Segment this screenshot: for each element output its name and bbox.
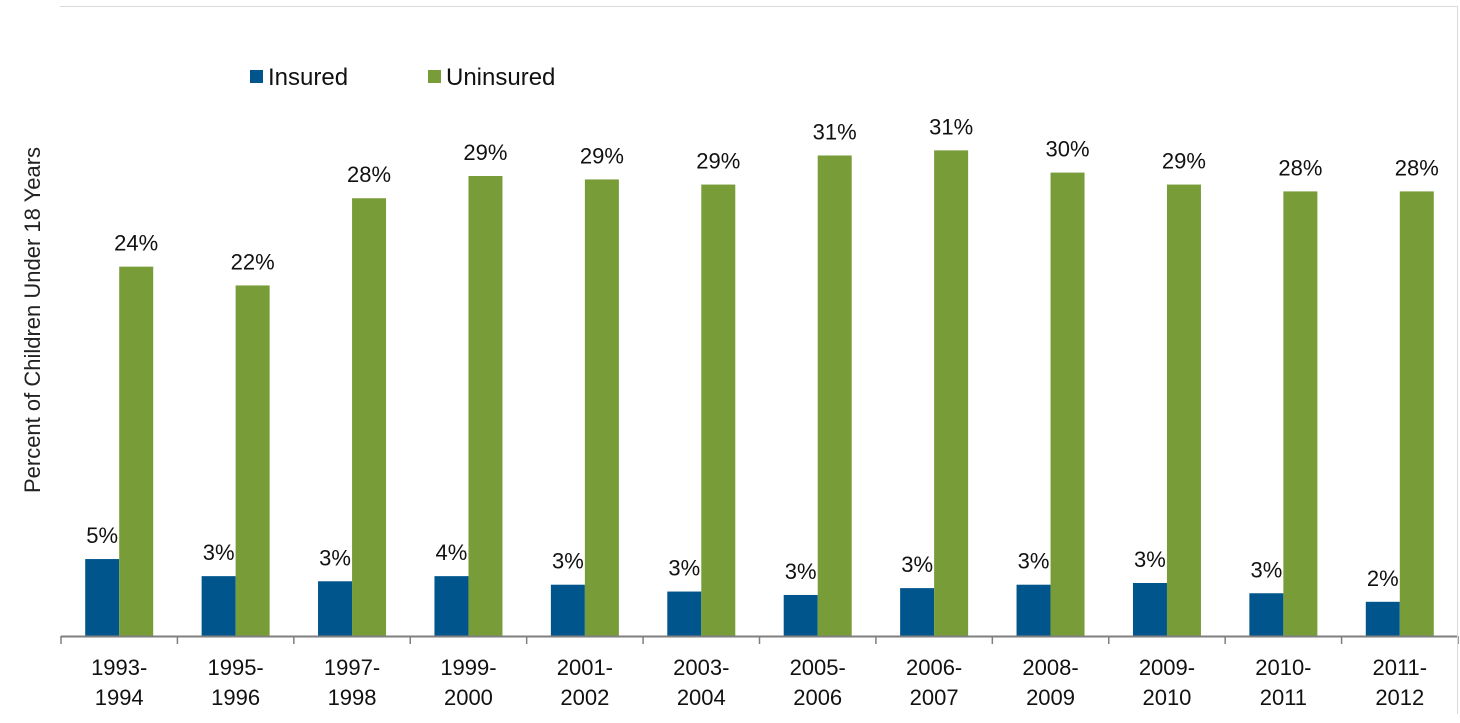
bar-insured bbox=[1249, 593, 1284, 636]
bar-insured bbox=[201, 576, 236, 636]
bar-insured bbox=[1132, 582, 1167, 636]
x-tick-label: 2011-2012 bbox=[1372, 655, 1427, 710]
x-tick-label: 2001-2002 bbox=[557, 655, 613, 710]
data-label-insured: 3% bbox=[552, 549, 584, 574]
data-label-insured: 3% bbox=[319, 545, 351, 570]
data-label-uninsured: 29% bbox=[463, 140, 507, 165]
data-label-insured: 3% bbox=[1250, 557, 1282, 582]
legend-swatch-uninsured bbox=[428, 70, 441, 83]
bar-uninsured bbox=[1050, 172, 1085, 636]
bar-uninsured bbox=[584, 179, 619, 636]
data-label-insured: 3% bbox=[203, 540, 235, 565]
data-label-uninsured: 31% bbox=[929, 114, 973, 139]
legend-swatch-insured bbox=[250, 70, 263, 83]
bar-insured bbox=[900, 588, 935, 636]
data-label-uninsured: 30% bbox=[1046, 137, 1090, 162]
data-label-insured: 3% bbox=[785, 559, 817, 584]
x-tick-label: 1993-1994 bbox=[91, 655, 147, 710]
x-tick-label: 2010-2011 bbox=[1255, 655, 1311, 710]
data-label-uninsured: 22% bbox=[231, 249, 275, 274]
data-label-insured: 3% bbox=[1134, 547, 1166, 572]
bar-insured bbox=[434, 576, 469, 636]
bar-insured bbox=[85, 559, 120, 636]
data-label-insured: 2% bbox=[1367, 566, 1399, 591]
bar-uninsured bbox=[235, 285, 270, 636]
x-axis: 1993-1994 1995-1996 1997-1998 1999-2000 2001… bbox=[60, 635, 1459, 710]
data-labels-group: 5% 24% 3% 22% 3% 28% 4% 29% 3% 29% 3% 29% 3% 31% 3% 31%… bbox=[86, 114, 1439, 590]
bar-uninsured bbox=[468, 176, 503, 636]
bar-uninsured bbox=[934, 150, 969, 637]
legend: Insured Uninsured bbox=[250, 64, 555, 91]
bars-group bbox=[85, 150, 1434, 637]
x-tick-label: 1999-2000 bbox=[440, 655, 496, 710]
x-tick-label: 1997-1998 bbox=[324, 655, 380, 710]
data-label-uninsured: 28% bbox=[1278, 155, 1322, 180]
bar-insured bbox=[318, 581, 353, 636]
bar-insured bbox=[667, 591, 702, 636]
bar-insured bbox=[783, 594, 818, 636]
bar-uninsured bbox=[119, 266, 154, 636]
bar-insured bbox=[1365, 601, 1400, 636]
bar-insured bbox=[1016, 584, 1051, 636]
data-label-insured: 4% bbox=[436, 540, 468, 565]
y-axis-label: Percent of Children Under 18 Years bbox=[20, 147, 45, 493]
data-label-uninsured: 29% bbox=[1162, 149, 1206, 174]
x-tick-label: 2005-2006 bbox=[790, 655, 846, 710]
x-tick-label: 2006-2007 bbox=[906, 655, 962, 710]
data-label-uninsured: 24% bbox=[114, 231, 158, 256]
data-label-uninsured: 28% bbox=[1395, 155, 1439, 180]
x-tick-label: 1995-1996 bbox=[207, 655, 263, 710]
x-tick-label: 2009-2010 bbox=[1139, 655, 1195, 710]
bar-uninsured bbox=[352, 198, 387, 637]
legend-label-uninsured: Uninsured bbox=[446, 64, 555, 91]
bar-uninsured bbox=[701, 184, 736, 636]
data-label-insured: 3% bbox=[1018, 549, 1050, 574]
data-label-uninsured: 29% bbox=[696, 149, 740, 174]
data-label-uninsured: 29% bbox=[580, 143, 624, 168]
bar-uninsured bbox=[817, 155, 852, 637]
legend-label-insured: Insured bbox=[268, 64, 348, 91]
x-tick-label: 2003-2004 bbox=[673, 655, 729, 710]
data-label-insured: 3% bbox=[901, 552, 933, 577]
data-label-uninsured: 31% bbox=[813, 119, 857, 144]
bar-insured bbox=[550, 584, 585, 636]
data-label-uninsured: 28% bbox=[347, 162, 391, 187]
data-label-insured: 5% bbox=[86, 523, 118, 548]
data-label-insured: 3% bbox=[668, 556, 700, 581]
bar-uninsured bbox=[1283, 191, 1318, 636]
bar-uninsured bbox=[1166, 184, 1201, 636]
bar-uninsured bbox=[1399, 191, 1434, 636]
x-tick-label: 2008-2009 bbox=[1022, 655, 1078, 710]
